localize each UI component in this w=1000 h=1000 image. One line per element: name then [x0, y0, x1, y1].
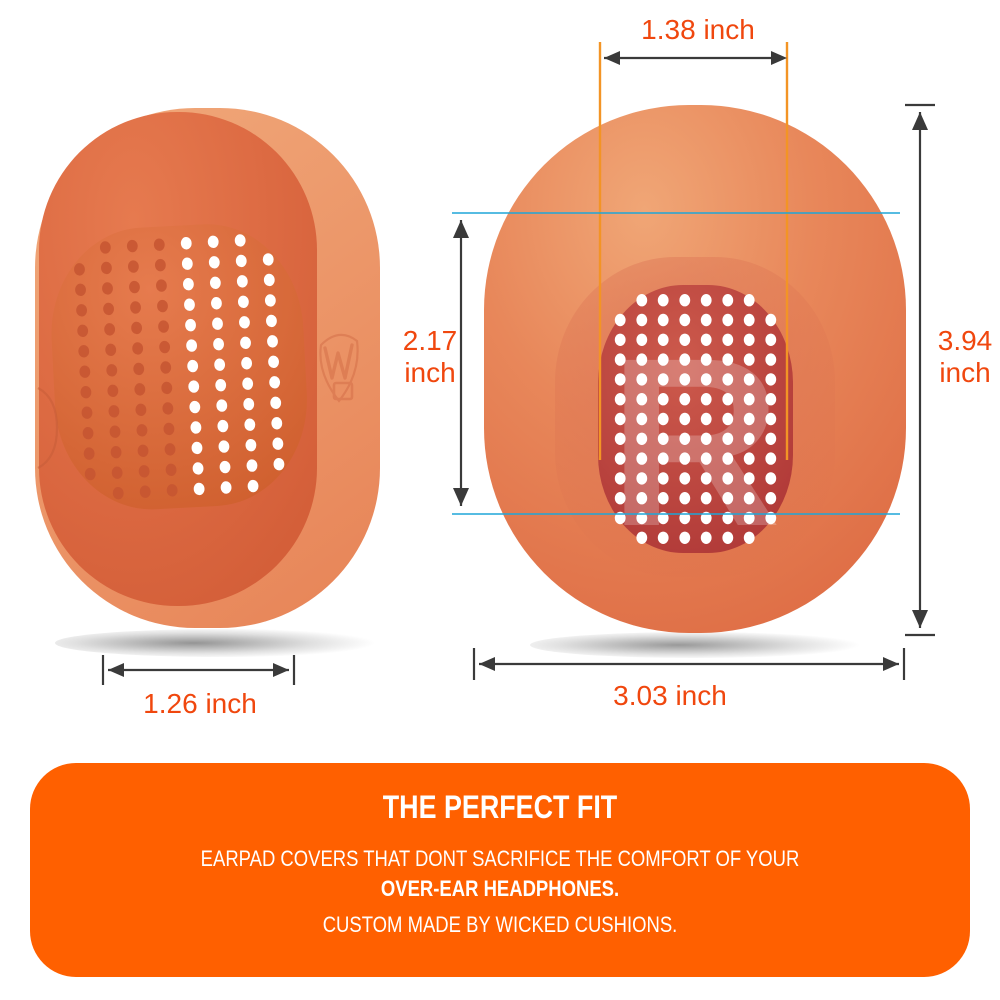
svg-text:R: R: [608, 308, 781, 576]
